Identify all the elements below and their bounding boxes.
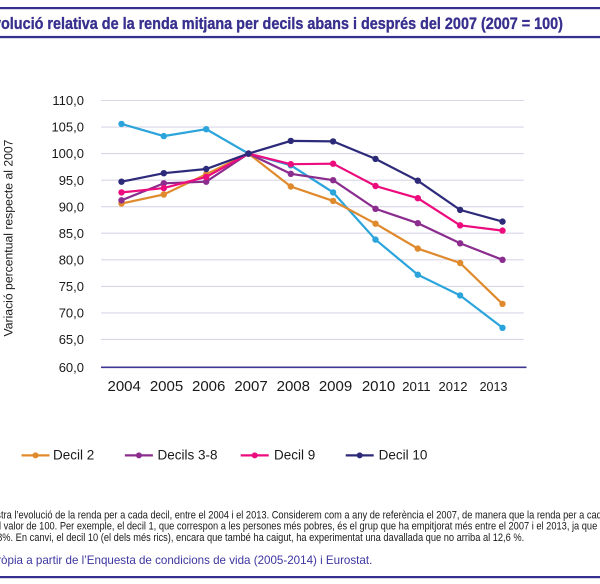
svg-text:85,0: 85,0: [59, 226, 84, 241]
svg-text:Decils 3-8: Decils 3-8: [158, 448, 218, 463]
svg-text:100,0: 100,0: [51, 146, 84, 161]
svg-text:2011: 2011: [402, 379, 431, 394]
svg-text:stra l’evolució de la renda pe: stra l’evolució de la renda per a cada d…: [0, 510, 600, 522]
svg-text:Decil 9: Decil 9: [274, 448, 315, 463]
svg-text:ròpia a partir de l’Enquesta d: ròpia a partir de l’Enquesta de condicio…: [0, 554, 372, 567]
svg-text:2013: 2013: [480, 380, 508, 394]
svg-text:60,0: 60,0: [59, 360, 84, 375]
svg-text:2009: 2009: [319, 378, 352, 395]
svg-text:80,0: 80,0: [59, 252, 84, 267]
svg-text:Decil 10: Decil 10: [379, 448, 428, 463]
svg-text:70,0: 70,0: [59, 306, 84, 321]
svg-text:65,0: 65,0: [59, 332, 84, 347]
svg-text:95,0: 95,0: [59, 173, 84, 188]
svg-text:Evolució relativa de la renda: Evolució relativa de la renda mitjana pe…: [0, 15, 563, 33]
svg-text:Variació percentual respecte a: Variació percentual respecte al 2007: [2, 139, 16, 336]
svg-text:2005: 2005: [150, 378, 183, 395]
svg-text:90,0: 90,0: [59, 199, 84, 214]
svg-text:105,0: 105,0: [51, 120, 84, 135]
svg-text:2006: 2006: [192, 378, 225, 395]
svg-text:Decil 2: Decil 2: [53, 448, 94, 463]
svg-text:2004: 2004: [108, 378, 141, 395]
svg-text:75,0: 75,0: [59, 279, 84, 294]
svg-text:2008: 2008: [277, 378, 310, 395]
svg-text:32,8%. En canvi, el decil 10 (: 32,8%. En canvi, el decil 10 (el dels mé…: [0, 532, 524, 544]
svg-text:2010: 2010: [362, 378, 395, 395]
svg-text:2007: 2007: [234, 378, 267, 395]
svg-text:110,0: 110,0: [52, 93, 84, 108]
svg-text:2012: 2012: [439, 379, 468, 394]
svg-text:el valor de 100. Per exemple,: el valor de 100. Per exemple, el decil 1…: [0, 521, 600, 533]
